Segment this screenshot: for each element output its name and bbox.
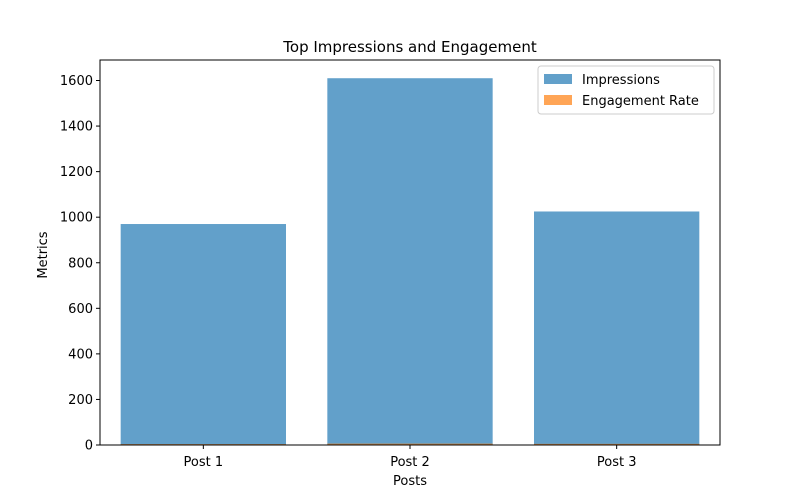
legend-swatch-2	[544, 95, 572, 105]
bar-2-2	[327, 443, 493, 445]
y-tick-label: 1400	[60, 120, 93, 135]
x-axis-label: Posts	[393, 474, 427, 489]
x-tick-label: Post 3	[597, 455, 637, 470]
legend-swatch-1	[544, 74, 572, 84]
plot-area: 0 200 400 600 800 1000 1200 1400 1600 Post 1 Post …	[60, 59, 721, 470]
legend-label-1: Impressions	[582, 73, 660, 88]
y-tick-label: 1600	[60, 74, 93, 89]
legend-box	[537, 65, 715, 115]
x-tick-label: Post 1	[184, 455, 224, 470]
legend-label-2: Engagement Rate	[582, 94, 699, 109]
y-tick-label: 200	[68, 393, 93, 408]
y-tick-label: 1000	[60, 211, 93, 226]
x-tick-label: Post 2	[390, 455, 430, 470]
chart-title: Top Impressions and Engagement	[282, 38, 537, 56]
bar-1-1	[120, 224, 286, 445]
y-tick-label: 600	[68, 302, 93, 317]
y-tick-label: 1200	[60, 165, 93, 180]
y-axis-label: Metrics	[36, 231, 51, 278]
legend: Impressions Engagement Rate	[537, 65, 715, 115]
y-tick-label: 400	[68, 347, 93, 362]
bar-2-3	[534, 443, 700, 445]
bar-1-3	[534, 211, 700, 445]
bar-1-2	[327, 78, 493, 445]
y-tick-label: 0	[85, 439, 93, 454]
y-tick-label: 800	[68, 256, 93, 271]
bar-series-1	[120, 78, 700, 445]
